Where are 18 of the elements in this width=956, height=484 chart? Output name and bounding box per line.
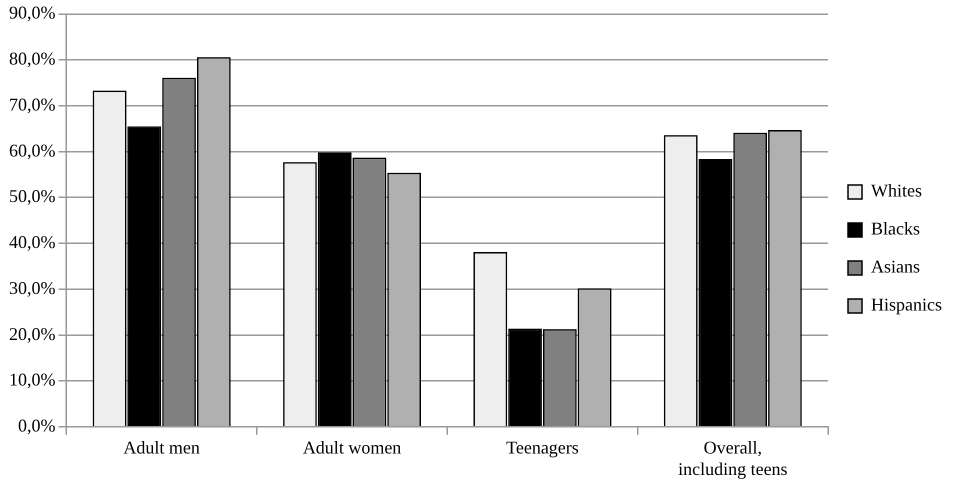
y-tick-label: 50,0% (8, 186, 56, 206)
y-tick-label: 70,0% (8, 94, 56, 114)
x-tick-label: Adult women (302, 437, 402, 458)
legend-label: Whites (871, 180, 922, 201)
legend-label: Hispanics (871, 294, 942, 315)
y-tick-label: 40,0% (8, 232, 56, 252)
y-tick-label: 60,0% (8, 140, 56, 160)
legend-label: Blacks (871, 218, 920, 239)
y-tick-label: 0,0% (18, 416, 56, 436)
y-tick-label: 80,0% (8, 48, 56, 69)
y-tick-label: 10,0% (8, 370, 56, 390)
x-tick-label: Teenagers (506, 437, 579, 458)
legend-label: Asians (871, 256, 920, 277)
y-tick-label: 90,0% (8, 2, 56, 23)
y-tick-label: 30,0% (8, 278, 56, 298)
x-tick-label: Overall, including teens (678, 437, 788, 479)
x-tick-label: Adult men (123, 437, 200, 458)
y-tick-label: 20,0% (8, 324, 56, 344)
